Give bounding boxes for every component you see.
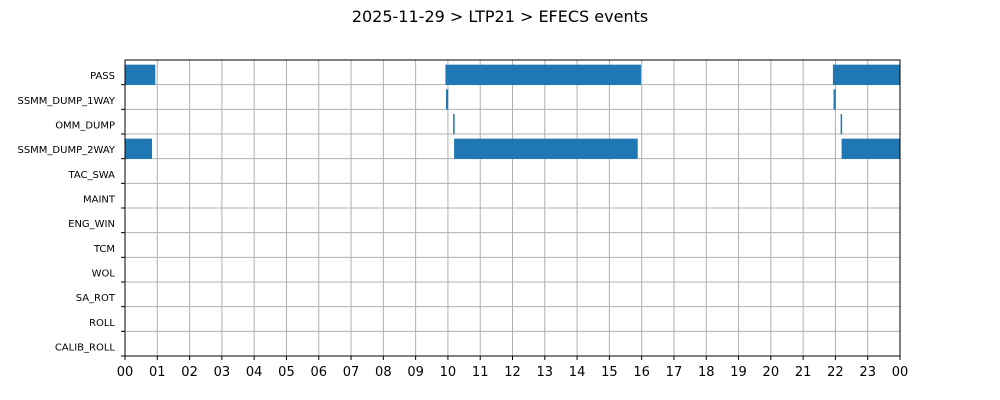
event-bar (840, 114, 843, 135)
x-tick-label: 14 (569, 365, 586, 380)
event-bar (841, 138, 901, 159)
bars-layer (124, 64, 901, 159)
y-tick-label: CALIB_ROLL (55, 343, 116, 354)
x-tick-label: 00 (117, 365, 134, 380)
chart-title: 2025-11-29 > LTP21 > EFECS events (352, 7, 648, 26)
x-tick-label: 03 (214, 365, 231, 380)
x-tick-label: 16 (633, 365, 650, 380)
y-tick-label: SA_ROT (76, 293, 116, 304)
x-tick-label: 04 (246, 365, 263, 380)
event-bar (454, 138, 638, 159)
x-tick-label: 20 (763, 365, 780, 380)
x-tick-label: 09 (407, 365, 424, 380)
x-tick-label: 19 (730, 365, 747, 380)
x-tick-label: 11 (472, 365, 489, 380)
event-bar (833, 89, 836, 110)
event-bar (446, 89, 449, 110)
y-tick-label: SSMM_DUMP_1WAY (17, 96, 115, 107)
x-tick-label: 08 (375, 365, 392, 380)
grid-layer (124, 60, 901, 356)
x-tick-label: 22 (827, 365, 844, 380)
y-tick-label: ENG_WIN (68, 219, 115, 230)
x-tick-label: 21 (795, 365, 812, 380)
y-tick-label: ROLL (89, 318, 115, 329)
y-tick-label: TAC_SWA (67, 170, 115, 181)
event-bar (453, 114, 455, 135)
y-tick-label: SSMM_DUMP_2WAY (17, 145, 115, 156)
x-tick-label: 17 (666, 365, 683, 380)
x-tick-label: 02 (181, 365, 198, 380)
event-bar (445, 64, 641, 85)
y-tick-label: PASS (90, 71, 115, 82)
x-tick-label: 01 (149, 365, 166, 380)
y-tick-label: OMM_DUMP (55, 121, 115, 132)
x-tick-label: 10 (440, 365, 457, 380)
y-tick-label: WOL (92, 269, 116, 280)
x-tick-label: 15 (601, 365, 618, 380)
event-bar (124, 138, 153, 159)
y-tick-label: TCM (93, 244, 115, 255)
y-axis-ticks: PASS SSMM_DUMP_1WAY OMM_DUMP SSMM_DUMP_2WAY… (17, 71, 125, 357)
x-tick-label: 06 (310, 365, 327, 380)
event-bar (124, 64, 156, 85)
x-tick-label: 13 (537, 365, 554, 380)
x-tick-label: 07 (343, 365, 360, 380)
x-tick-label: 12 (504, 365, 521, 380)
x-tick-label: 00 (892, 365, 909, 380)
event-bar (832, 64, 901, 85)
x-tick-label: 05 (278, 365, 295, 380)
x-axis-ticks: 00 01 02 03 04 05 06 07 08 09 10 11 12 13 14 15 16 17 18 19… (117, 356, 909, 380)
y-tick-label: MAINT (83, 195, 116, 206)
x-tick-label: 23 (859, 365, 876, 380)
x-tick-label: 18 (698, 365, 715, 380)
